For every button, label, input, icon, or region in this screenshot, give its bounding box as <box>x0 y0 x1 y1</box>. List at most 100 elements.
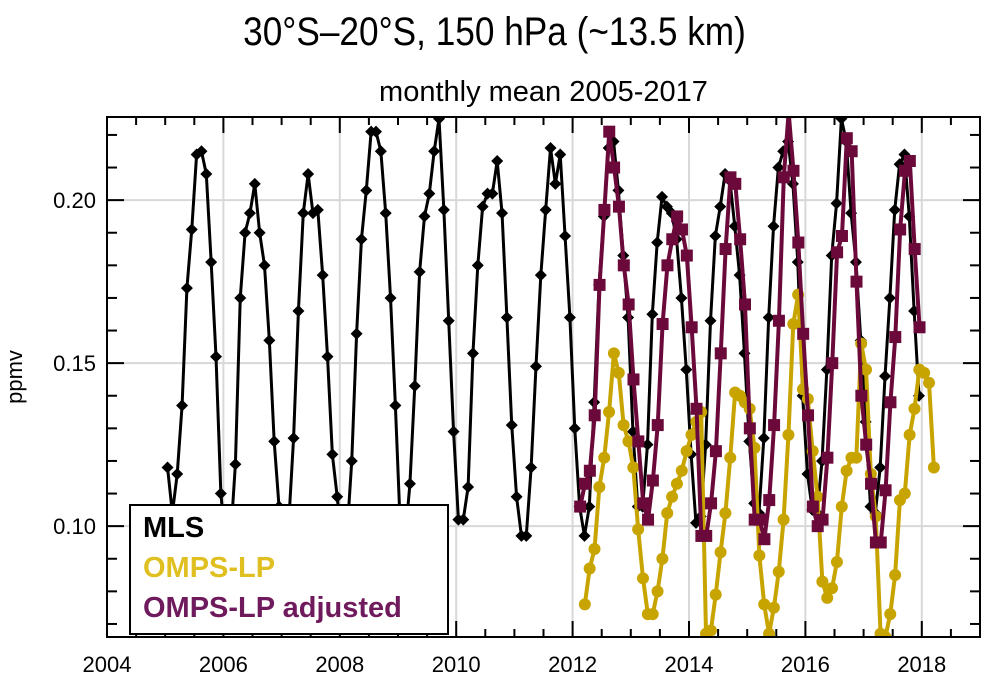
data-point <box>656 552 669 565</box>
data-point <box>797 327 810 340</box>
data-point <box>883 291 896 304</box>
data-point <box>704 314 717 327</box>
data-point <box>850 275 863 288</box>
data-point <box>816 513 829 526</box>
data-point <box>510 490 523 503</box>
data-point <box>884 396 897 409</box>
data-point <box>835 117 848 125</box>
data-point <box>835 229 848 242</box>
data-point <box>389 399 402 412</box>
data-point <box>559 229 572 242</box>
data-point <box>457 513 470 526</box>
data-point <box>471 259 484 272</box>
data-point <box>889 331 902 344</box>
data-point <box>287 432 300 445</box>
data-point <box>898 164 911 177</box>
data-point <box>811 490 824 503</box>
x-tick-label: 2006 <box>199 652 248 677</box>
data-point <box>758 533 771 546</box>
data-point <box>433 117 446 125</box>
data-point <box>646 474 659 487</box>
data-point <box>675 291 688 304</box>
data-point <box>666 490 679 503</box>
chart-title: 30°S–20°S, 150 hPa (~13.5 km) <box>243 10 746 54</box>
data-point <box>345 454 358 467</box>
data-point <box>898 487 911 500</box>
data-point <box>574 500 587 513</box>
legend-item-mls: MLS <box>143 512 205 544</box>
data-point <box>826 582 839 595</box>
data-point <box>724 451 737 464</box>
data-point <box>845 145 858 158</box>
data-point <box>529 360 542 373</box>
data-point <box>884 608 897 621</box>
data-point <box>268 435 281 448</box>
data-point <box>757 432 770 445</box>
data-point <box>505 419 518 432</box>
data-point <box>622 298 635 311</box>
data-point <box>705 497 718 510</box>
data-point <box>860 363 873 376</box>
series-omps-lp-adjusted <box>574 117 926 549</box>
data-point <box>612 200 625 213</box>
data-point <box>437 203 450 216</box>
data-point <box>210 350 223 363</box>
data-point <box>840 464 853 477</box>
data-point <box>879 370 892 383</box>
data-point <box>525 461 538 474</box>
data-point <box>598 203 611 216</box>
x-tick-label: 2008 <box>315 652 364 677</box>
data-point <box>442 314 455 327</box>
data-point <box>671 210 684 223</box>
data-point <box>787 318 800 331</box>
data-point <box>374 145 387 158</box>
data-point <box>763 627 776 637</box>
data-point <box>874 536 887 549</box>
data-point <box>743 422 756 435</box>
data-point <box>607 347 620 360</box>
data-point <box>331 490 344 503</box>
data-point <box>709 588 722 601</box>
data-point <box>321 350 334 363</box>
data-point <box>762 311 775 324</box>
data-point <box>729 177 742 190</box>
data-point <box>637 497 650 510</box>
data-point <box>763 494 776 507</box>
data-point <box>927 461 940 474</box>
data-point <box>608 161 621 174</box>
data-point <box>588 409 601 422</box>
data-point <box>622 435 635 448</box>
data-point <box>214 487 227 500</box>
data-point <box>656 190 669 203</box>
data-point <box>685 428 698 441</box>
data-point <box>894 223 907 236</box>
data-point <box>666 233 679 246</box>
data-point <box>777 171 790 184</box>
data-point <box>768 419 781 432</box>
data-point <box>496 207 509 220</box>
data-point <box>661 259 674 272</box>
data-point <box>292 304 305 317</box>
data-point <box>413 265 426 278</box>
data-point <box>792 236 805 249</box>
y-axis-label: ppmv <box>2 350 27 404</box>
data-point <box>355 233 368 246</box>
x-tick-labels: 2004 2006 2008 2010 2012 2014 2016 2018 <box>83 652 947 677</box>
data-point <box>578 598 591 611</box>
x-tick-label: 2004 <box>83 652 132 677</box>
data-point <box>739 298 752 311</box>
data-point <box>205 256 218 269</box>
data-point <box>918 366 931 379</box>
data-point <box>709 445 722 458</box>
data-point <box>185 223 198 236</box>
data-point <box>888 203 901 216</box>
data-point <box>753 549 766 562</box>
data-point <box>627 373 640 386</box>
data-point <box>772 161 785 174</box>
data-point <box>651 419 664 432</box>
x-tick-label: 2010 <box>432 652 481 677</box>
data-point <box>802 409 815 422</box>
data-point <box>302 168 315 181</box>
data-point <box>831 246 844 259</box>
data-point <box>603 406 616 419</box>
